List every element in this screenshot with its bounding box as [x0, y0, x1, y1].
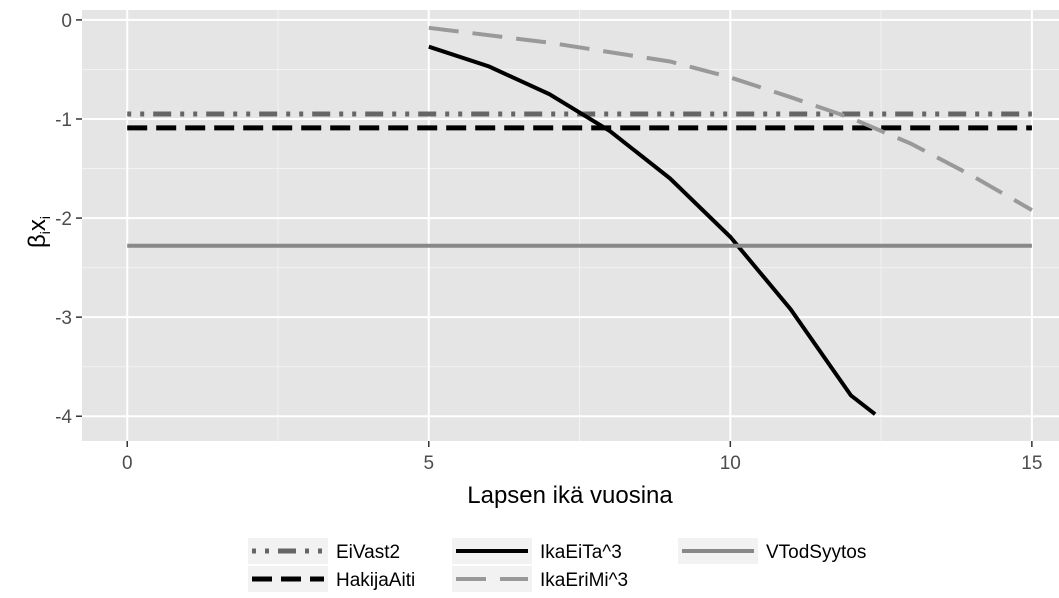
legend-item-ikaeita: IkaEiTa^3 — [452, 538, 622, 564]
x-tick-label: 5 — [423, 453, 434, 474]
legend-item-hakijaaiti: HakijaAiti — [248, 566, 415, 592]
x-axis-label: Lapsen ikä vuosina — [467, 482, 673, 509]
x-tick-label: 15 — [1021, 453, 1042, 474]
panel-background — [82, 10, 1059, 441]
legend-item-ikaerimi: IkaEriMi^3 — [452, 566, 628, 592]
axes: 0 5 10 15 0 -1 -2 -3 -4 — [55, 11, 1042, 474]
legend-label-ikaerimi: IkaEriMi^3 — [540, 570, 628, 591]
y-tick-label: 0 — [61, 11, 72, 32]
series-line-ikaerimi3 — [428, 25, 1033, 212]
series-group — [127, 25, 1033, 416]
legend-label-vtodsyytos: VTodSyytos — [766, 542, 866, 563]
x-tick-label: 0 — [122, 453, 133, 474]
legend-label-hakijaaiti: HakijaAiti — [336, 570, 415, 591]
y-tick-label: -3 — [55, 308, 72, 329]
legend-label-eivast2: EiVast2 — [336, 542, 400, 563]
legend: EiVast2 HakijaAiti IkaEiTa^3 IkaEriMi^3 … — [240, 535, 920, 593]
plot-panel — [82, 10, 1059, 441]
y-tick-label: -4 — [55, 407, 72, 428]
series-line-ikaeita3 — [428, 44, 877, 416]
grid — [82, 10, 1059, 441]
y-tick-label: -2 — [55, 209, 72, 230]
x-tick-label: 10 — [720, 453, 741, 474]
y-tick-label: -1 — [55, 110, 72, 131]
y-axis-label: βixi — [24, 216, 53, 248]
legend-label-ikaeita: IkaEiTa^3 — [540, 542, 622, 563]
legend-item-vtodsyytos: VTodSyytos — [678, 538, 866, 564]
legend-item-eivast2: EiVast2 — [248, 538, 400, 564]
